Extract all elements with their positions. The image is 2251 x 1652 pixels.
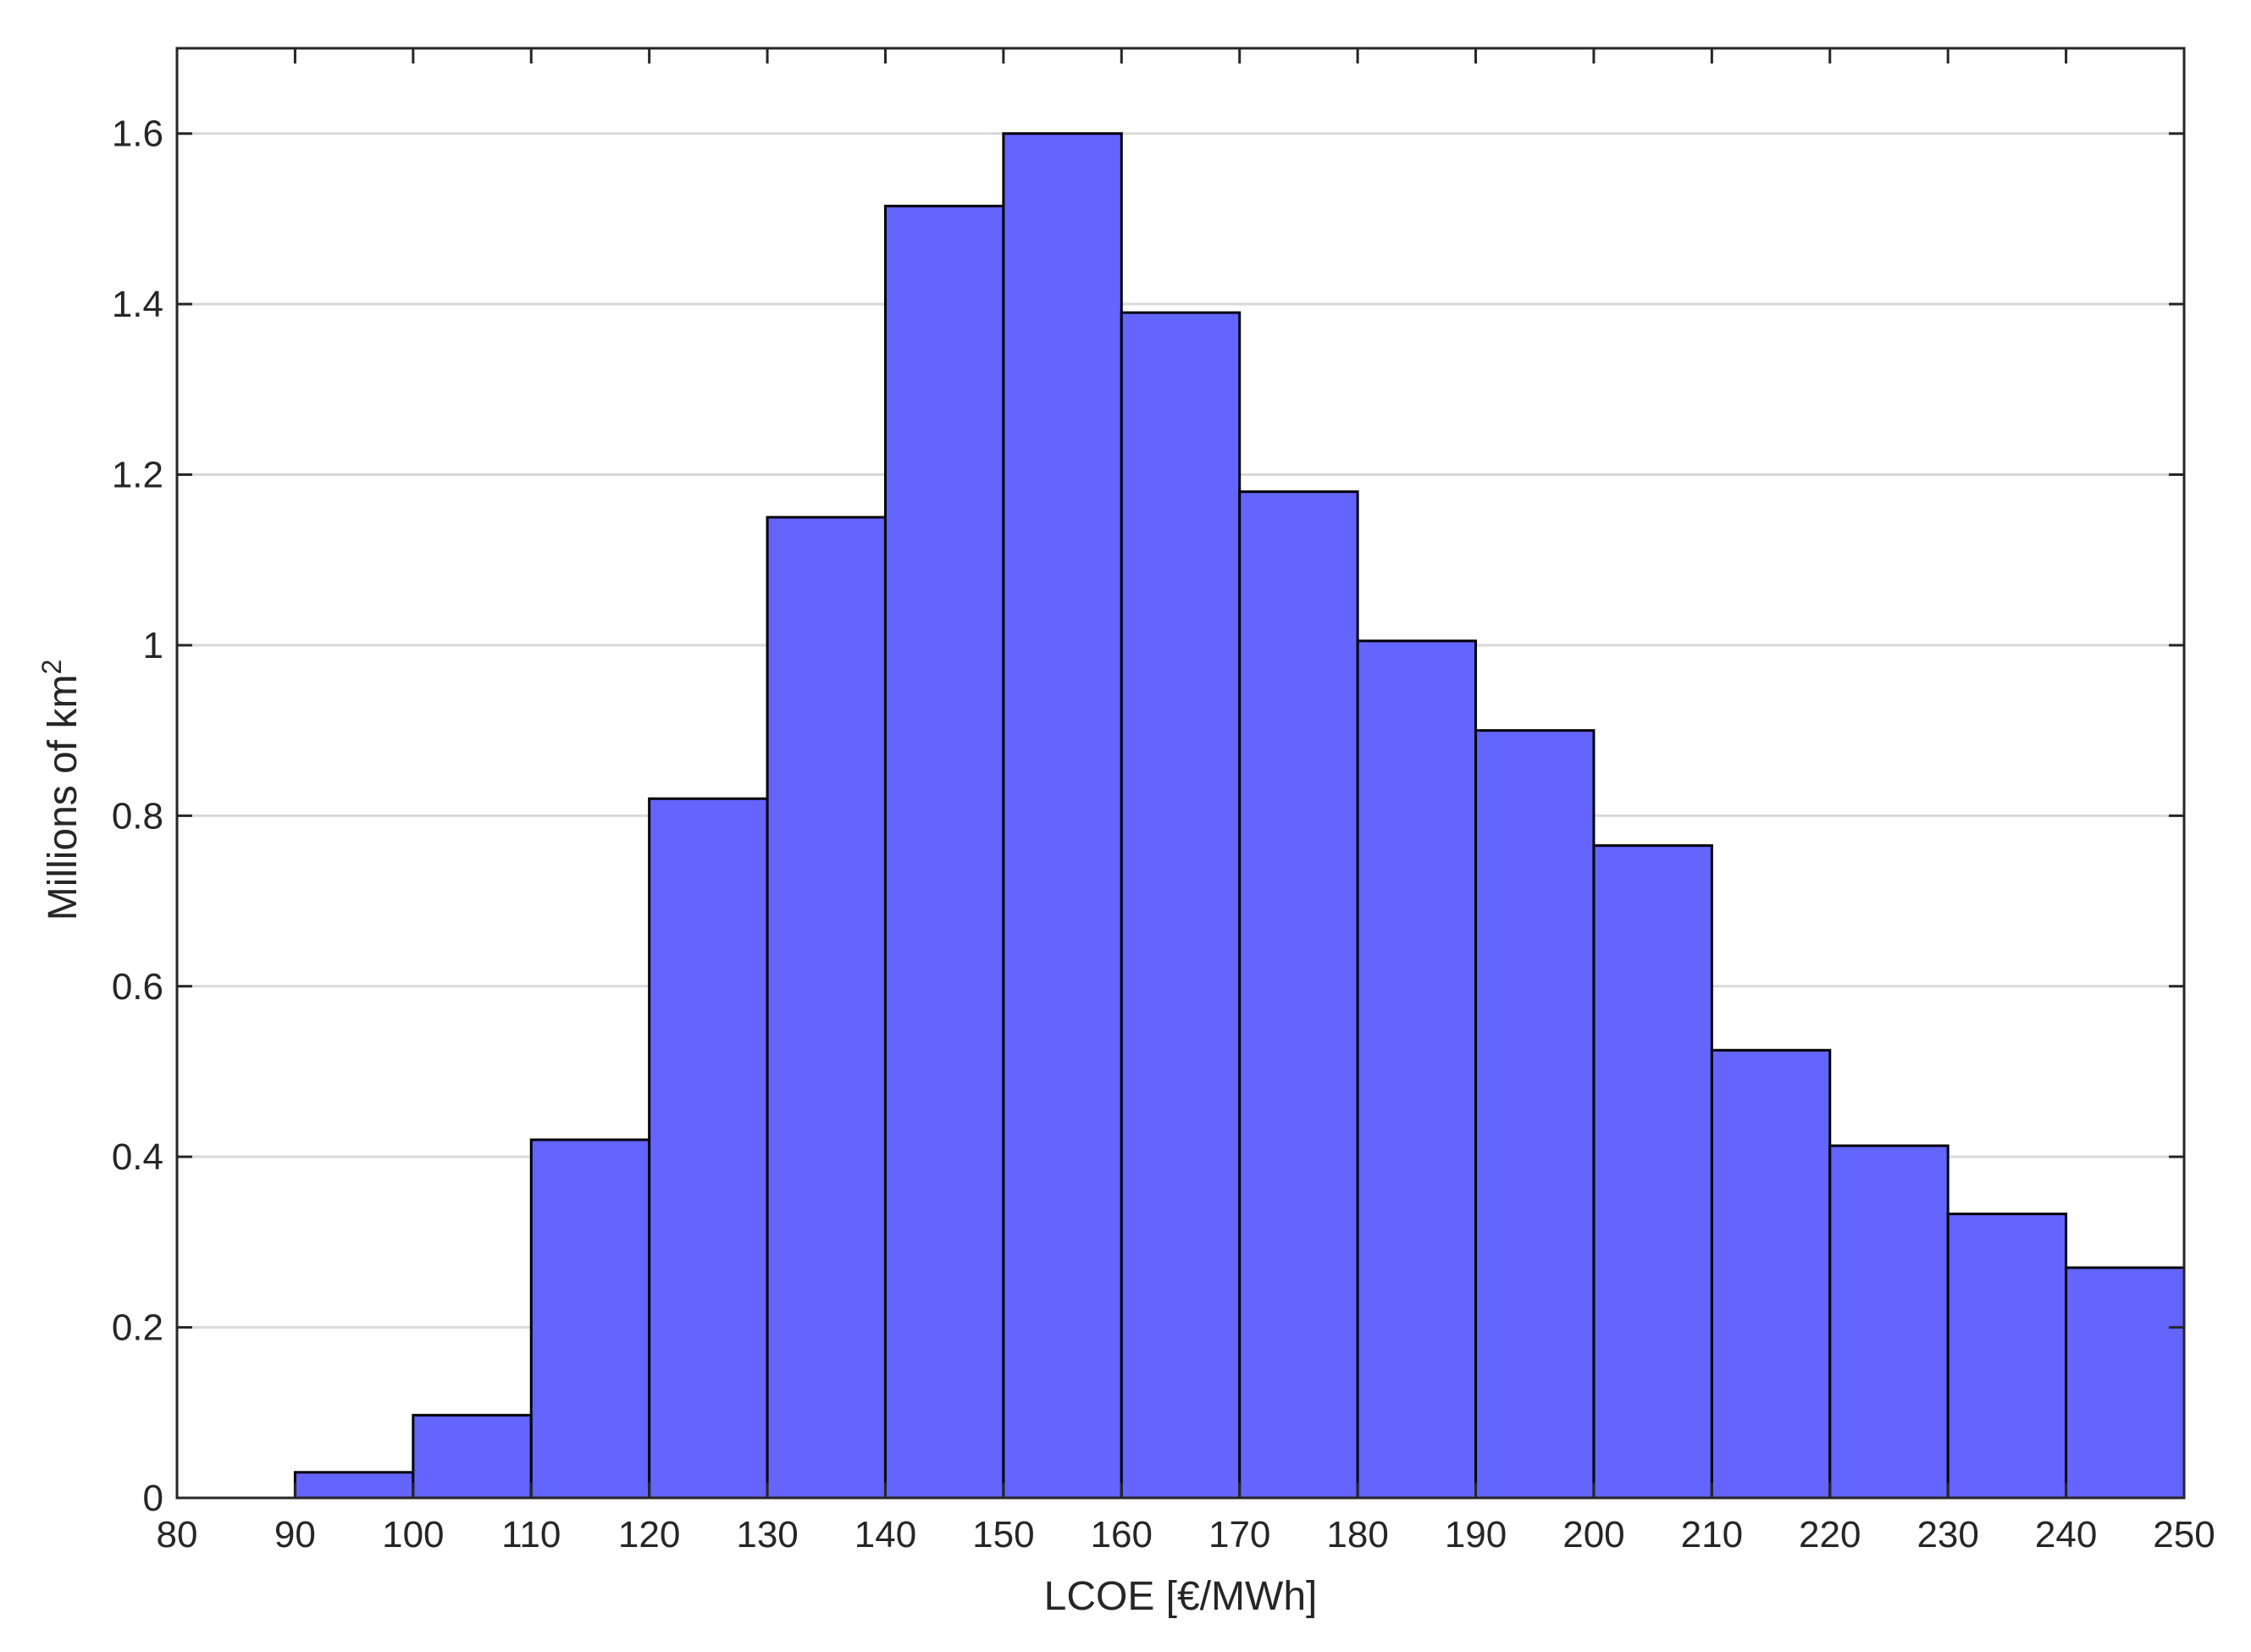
histogram-bar-220-230 [1828,1144,1950,1500]
x-axis-label: LCOE [€/MWh] [1044,1574,1318,1619]
histogram-bar-90-100 [293,1471,415,1500]
y-axis-label-main: Millions of km [41,675,86,921]
histogram-bar-180-190 [1356,639,1478,1500]
x-tick-label-150: 150 [972,1514,1034,1555]
histogram-bar-130-140 [766,516,887,1500]
histogram-bar-120-130 [648,797,769,1500]
x-tick-label-250: 250 [2153,1514,2215,1555]
plot-frame [175,47,2186,1500]
x-tick-labels: 80 90 100 110 120 130 140 150 160 170 180 190 200 210… [157,1514,2215,1555]
histogram-bar-150-160 [1002,132,1123,1500]
y-tick-label-3: 0.6 [112,966,163,1008]
x-tick-label-240: 240 [2035,1514,2097,1555]
y-tick-labels: 0 0.2 0.4 0.6 0.8 1 1.2 1.4 1.6 [112,113,163,1519]
y-tick-label-2: 0.4 [112,1136,163,1178]
histogram-bar-170-180 [1238,490,1359,1500]
x-tick-label-220: 220 [1799,1514,1861,1555]
y-tick-label-6: 1.2 [112,455,163,496]
x-tick-label-160: 160 [1091,1514,1153,1555]
histogram-bar-110-120 [529,1138,651,1500]
histogram-bars [293,132,2186,1500]
y-tick-label-8: 1.6 [112,113,163,155]
x-tick-label-120: 120 [618,1514,680,1555]
x-tick-label-130: 130 [736,1514,798,1555]
histogram-bar-140-150 [883,204,1005,1500]
histogram-bar-230-240 [1946,1213,2068,1500]
y-tick-label-7: 1.4 [112,284,163,325]
histogram-bar-100-110 [412,1413,533,1500]
histogram-bar-240-250 [2065,1266,2186,1500]
y-axis-label: Millions of km2 [36,660,86,921]
y-tick-label-1: 0.2 [112,1307,163,1349]
y-tick-label-0: 0 [143,1478,163,1519]
x-tick-label-110: 110 [501,1514,561,1555]
histogram-bar-190-200 [1474,729,1596,1500]
histogram-bar-160-170 [1120,311,1242,1500]
x-tick-label-180: 180 [1326,1514,1388,1555]
histogram-bar-200-210 [1592,844,1713,1500]
x-tick-label-90: 90 [274,1514,316,1555]
y-tick-label-4: 0.8 [112,795,163,837]
x-tick-label-80: 80 [157,1514,198,1555]
y-axis-label-superscript: 2 [36,660,67,675]
axis-ticks [175,48,2186,1500]
x-tick-label-140: 140 [854,1514,916,1555]
histogram-bar-210-220 [1710,1048,1832,1500]
x-tick-label-190: 190 [1445,1514,1507,1555]
x-tick-label-200: 200 [1562,1514,1624,1555]
x-tick-label-230: 230 [1916,1514,1978,1555]
x-tick-label-170: 170 [1208,1514,1270,1555]
x-tick-label-100: 100 [382,1514,444,1555]
x-tick-label-210: 210 [1681,1514,1743,1555]
y-tick-label-5: 1 [143,625,163,666]
